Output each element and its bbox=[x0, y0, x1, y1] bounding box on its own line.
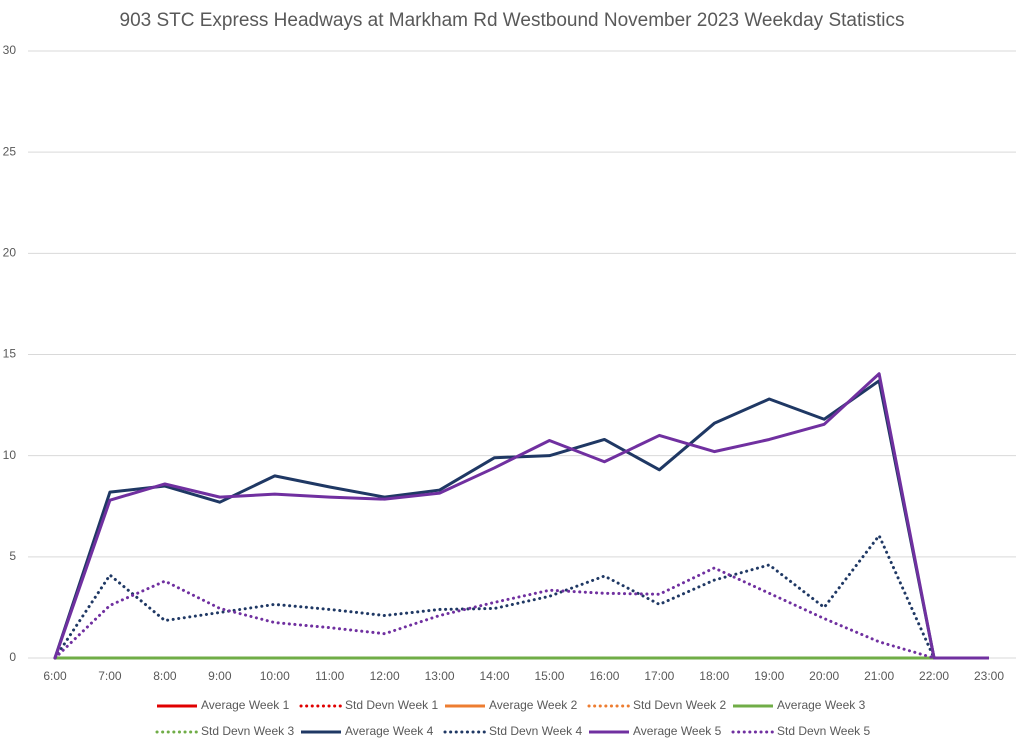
legend-label: Std Devn Week 5 bbox=[777, 724, 870, 738]
y-tick-label: 20 bbox=[3, 246, 17, 260]
series-line bbox=[53, 379, 989, 660]
x-tick-label: 13:00 bbox=[425, 669, 455, 683]
series-line bbox=[53, 534, 936, 660]
series-line bbox=[53, 566, 936, 660]
x-tick-label: 15:00 bbox=[534, 669, 564, 683]
legend-label: Average Week 2 bbox=[489, 698, 578, 712]
x-tick-label: 19:00 bbox=[754, 669, 784, 683]
legend-label: Std Devn Week 4 bbox=[489, 724, 582, 738]
x-tick-label: 23:00 bbox=[974, 669, 1004, 683]
legend-label: Average Week 3 bbox=[777, 698, 866, 712]
x-tick-label: 17:00 bbox=[644, 669, 674, 683]
y-tick-label: 10 bbox=[3, 448, 17, 462]
legend-label: Std Devn Week 2 bbox=[633, 698, 726, 712]
y-tick-label: 15 bbox=[3, 347, 17, 361]
x-tick-label: 18:00 bbox=[699, 669, 729, 683]
legend-label: Std Devn Week 1 bbox=[345, 698, 438, 712]
y-tick-label: 25 bbox=[3, 144, 17, 158]
y-tick-label: 0 bbox=[9, 650, 16, 664]
x-tick-label: 9:00 bbox=[208, 669, 232, 683]
x-tick-label: 8:00 bbox=[153, 669, 177, 683]
x-tick-label: 16:00 bbox=[589, 669, 619, 683]
legend-label: Average Week 1 bbox=[201, 698, 290, 712]
y-tick-label: 5 bbox=[9, 549, 16, 563]
x-tick-label: 10:00 bbox=[260, 669, 290, 683]
chart-title: 903 STC Express Headways at Markham Rd W… bbox=[120, 10, 905, 31]
x-tick-label: 6:00 bbox=[43, 669, 67, 683]
y-tick-label: 30 bbox=[3, 43, 17, 57]
x-tick-label: 11:00 bbox=[315, 669, 344, 683]
legend-label: Average Week 5 bbox=[633, 724, 722, 738]
x-tick-label: 14:00 bbox=[480, 669, 510, 683]
legend-label: Std Devn Week 3 bbox=[201, 724, 294, 738]
x-tick-label: 7:00 bbox=[98, 669, 122, 683]
series-line bbox=[53, 372, 989, 660]
x-tick-label: 22:00 bbox=[919, 669, 949, 683]
x-tick-label: 20:00 bbox=[809, 669, 839, 683]
x-tick-label: 12:00 bbox=[370, 669, 400, 683]
legend-label: Average Week 4 bbox=[345, 724, 434, 738]
x-tick-label: 21:00 bbox=[864, 669, 894, 683]
